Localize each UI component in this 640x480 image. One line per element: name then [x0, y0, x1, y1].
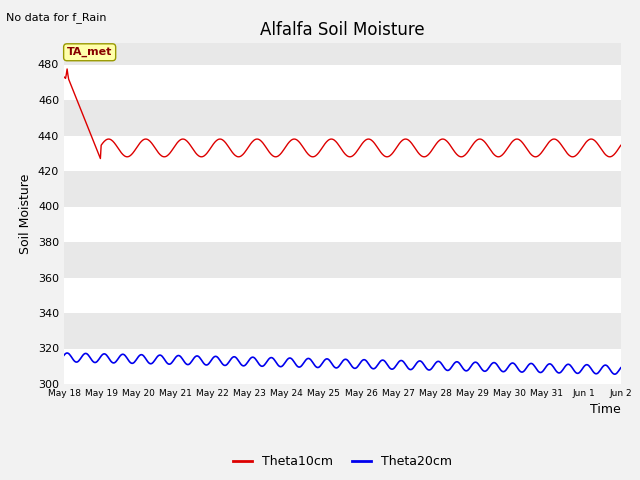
Title: Alfalfa Soil Moisture: Alfalfa Soil Moisture: [260, 21, 425, 39]
Y-axis label: Soil Moisture: Soil Moisture: [19, 173, 33, 254]
Text: No data for f_Rain: No data for f_Rain: [6, 12, 107, 23]
Bar: [64, 64, 621, 100]
Bar: [64, 348, 621, 384]
Text: TA_met: TA_met: [67, 47, 113, 58]
Bar: [64, 206, 621, 242]
Bar: [64, 135, 621, 171]
X-axis label: Time: Time: [590, 403, 621, 417]
Bar: [64, 313, 621, 348]
Bar: [64, 277, 621, 313]
Legend: Theta10cm, Theta20cm: Theta10cm, Theta20cm: [228, 450, 456, 473]
Bar: [64, 100, 621, 135]
Bar: [64, 171, 621, 206]
Bar: [64, 242, 621, 277]
